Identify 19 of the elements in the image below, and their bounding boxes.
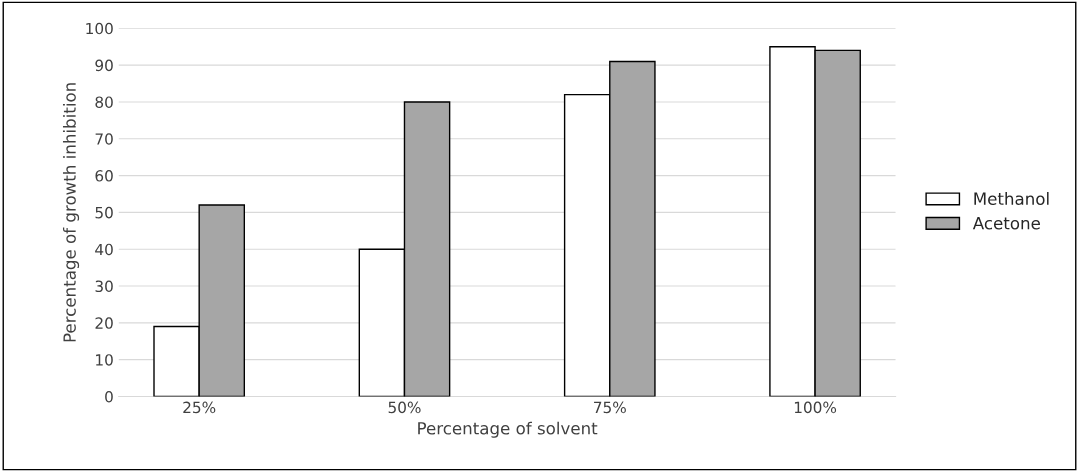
y-tick-label: 40 <box>95 243 113 256</box>
x-tick-label: 50% <box>388 401 421 414</box>
x-tick-label: 100% <box>794 401 837 414</box>
x-tick-label: 25% <box>183 401 216 414</box>
y-tick-label: 0 <box>105 390 113 403</box>
y-tick-label: 60 <box>95 170 113 182</box>
y-tick-label: 100 <box>86 22 113 35</box>
y-tick-label: 20 <box>95 317 113 329</box>
y-tick-label: 90 <box>95 59 113 72</box>
x-axis-title: Percentage of solvent <box>418 421 598 438</box>
y-tick-label: 70 <box>95 133 113 145</box>
y-tick-label: 50 <box>95 206 113 219</box>
legend-label: Acetone <box>972 217 1040 230</box>
y-tick-label: 30 <box>95 280 113 293</box>
y-axis-title: Percentage of growth inhibition <box>62 83 80 342</box>
legend-label: Methanol <box>974 192 1049 205</box>
y-tick-label: 80 <box>95 96 113 108</box>
x-tick-label: 75% <box>594 401 626 414</box>
y-tick-label: 10 <box>96 354 113 366</box>
